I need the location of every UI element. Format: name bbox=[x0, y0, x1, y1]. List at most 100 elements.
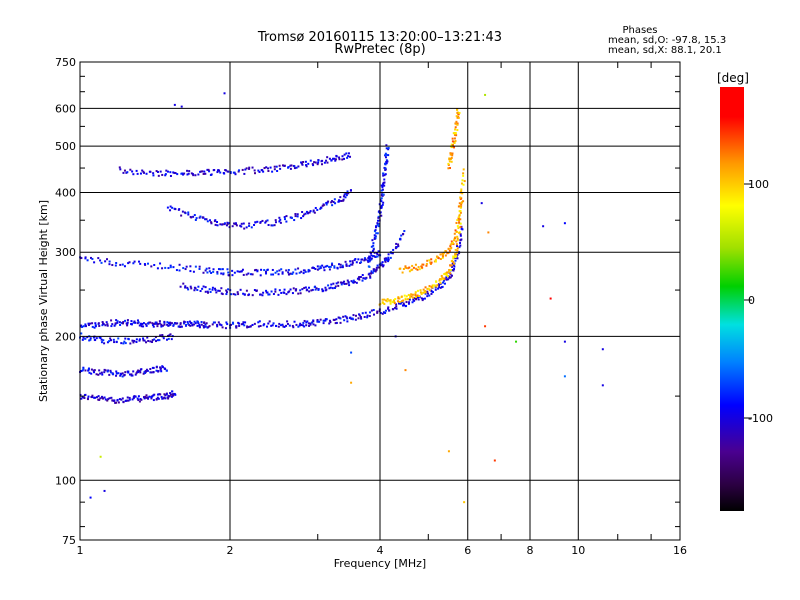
echo-point bbox=[225, 293, 228, 296]
echo-point bbox=[91, 325, 94, 328]
echo-point bbox=[170, 322, 173, 325]
echo-point bbox=[169, 264, 172, 267]
echo-point bbox=[279, 167, 282, 170]
echo-point bbox=[421, 299, 424, 302]
echo-point bbox=[106, 341, 109, 344]
echo-point bbox=[449, 269, 452, 272]
echo-point bbox=[139, 262, 142, 265]
echo-point bbox=[398, 302, 401, 305]
echo-point bbox=[335, 318, 338, 321]
echo-point bbox=[384, 152, 387, 155]
echo-point bbox=[106, 370, 109, 373]
echo-point bbox=[240, 222, 243, 225]
echo-point bbox=[308, 211, 311, 214]
echo-point bbox=[399, 302, 402, 305]
echo-point bbox=[156, 396, 159, 399]
echo-point bbox=[372, 313, 375, 316]
echo-point bbox=[152, 172, 155, 175]
echo-point bbox=[128, 373, 131, 376]
echo-point bbox=[345, 282, 348, 285]
x-tick-label-3: 6 bbox=[464, 544, 471, 557]
echo-point bbox=[423, 297, 426, 300]
echo-point bbox=[457, 113, 460, 116]
echo-point bbox=[139, 368, 142, 371]
echo-point bbox=[293, 165, 296, 168]
echo-point bbox=[410, 293, 413, 296]
echo-point bbox=[342, 281, 345, 284]
echo-point bbox=[97, 322, 100, 325]
echo-point bbox=[150, 397, 153, 400]
echo-point bbox=[192, 270, 195, 273]
echo-point bbox=[450, 156, 453, 159]
echo-point bbox=[437, 257, 440, 260]
echo-point bbox=[300, 162, 303, 165]
echo-point bbox=[449, 273, 452, 276]
echo-point bbox=[86, 336, 89, 339]
echo-point bbox=[431, 286, 434, 289]
echo-point bbox=[329, 265, 332, 268]
echo-point bbox=[231, 269, 234, 272]
echo-point bbox=[105, 321, 108, 324]
echo-point bbox=[120, 373, 123, 376]
echo-point bbox=[430, 286, 433, 289]
echo-point bbox=[81, 369, 84, 372]
echo-point bbox=[234, 293, 237, 296]
echo-point bbox=[373, 251, 376, 254]
echo-point bbox=[389, 302, 392, 305]
echo-point bbox=[294, 213, 297, 216]
echo-point bbox=[257, 169, 260, 172]
echo-point bbox=[202, 271, 205, 274]
echo-point bbox=[295, 323, 298, 326]
echo-point bbox=[213, 321, 216, 324]
echo-point bbox=[230, 293, 233, 296]
echo-point bbox=[411, 293, 414, 296]
echo-point bbox=[242, 323, 245, 326]
echo-point bbox=[186, 169, 189, 172]
echo-point bbox=[348, 264, 351, 267]
echo-point bbox=[272, 293, 275, 296]
echo-point bbox=[197, 285, 200, 288]
echo-point bbox=[204, 290, 207, 293]
axis-layer: 1 2 4 6 8 10 16 750 600 500 400 300 200 100 75 bbox=[55, 56, 687, 557]
echo-point bbox=[372, 248, 375, 251]
echo-point bbox=[87, 324, 90, 327]
echo-point bbox=[132, 370, 135, 373]
echo-point bbox=[168, 395, 171, 398]
echo-point bbox=[148, 395, 151, 398]
echo-point bbox=[190, 287, 193, 290]
echo-point bbox=[353, 259, 356, 262]
echo-point bbox=[243, 227, 246, 230]
echo-point bbox=[277, 325, 280, 328]
echo-point bbox=[118, 398, 121, 401]
echo-point bbox=[98, 398, 101, 401]
echo-point bbox=[291, 272, 294, 275]
echo-point bbox=[288, 273, 291, 276]
echo-point bbox=[404, 305, 407, 308]
echo-point bbox=[163, 396, 166, 399]
echo-point bbox=[321, 264, 324, 267]
echo-point bbox=[156, 393, 159, 396]
echo-point bbox=[140, 398, 143, 401]
echo-point bbox=[262, 291, 265, 294]
echo-point bbox=[431, 284, 434, 287]
echo-point bbox=[141, 169, 144, 172]
echo-point bbox=[440, 278, 443, 281]
echo-point bbox=[376, 310, 379, 313]
echo-point bbox=[292, 271, 295, 274]
echo-point bbox=[459, 241, 462, 244]
echo-point bbox=[428, 259, 431, 262]
echo-point bbox=[187, 211, 190, 214]
echo-point bbox=[402, 267, 405, 270]
echo-point bbox=[133, 320, 136, 323]
echo-point bbox=[226, 323, 229, 326]
echo-point bbox=[272, 322, 275, 325]
echo-point bbox=[368, 257, 371, 260]
echo-point bbox=[459, 225, 462, 228]
y-tick-label-0: 750 bbox=[55, 56, 76, 69]
echo-point bbox=[262, 170, 265, 173]
echo-point bbox=[340, 283, 343, 286]
echo-point bbox=[316, 265, 319, 268]
echo-point bbox=[384, 168, 387, 171]
echo-point bbox=[385, 162, 388, 165]
echo-point bbox=[345, 316, 348, 319]
